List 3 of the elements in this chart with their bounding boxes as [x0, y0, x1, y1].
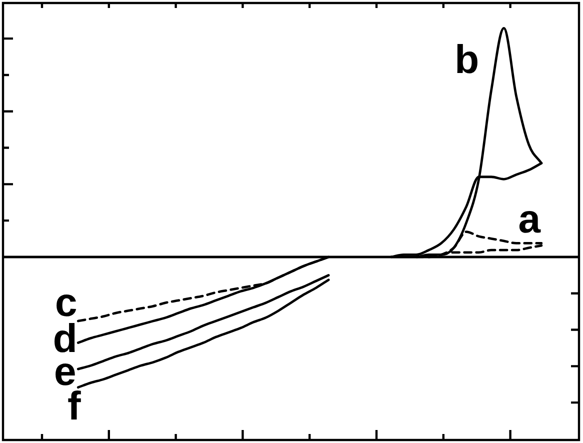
series-label: a — [518, 197, 542, 242]
legend-label: b — [454, 38, 480, 82]
series-label: d — [52, 316, 78, 361]
